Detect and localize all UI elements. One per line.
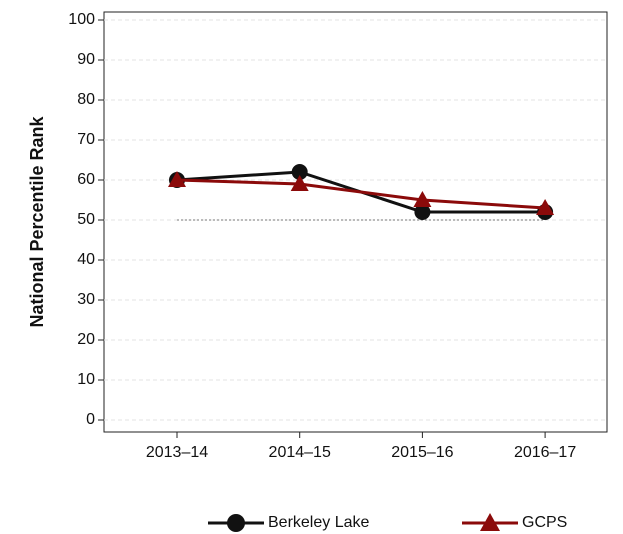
point [168,171,186,187]
grid [104,19,607,421]
x-tick-label: 2013–14 [146,444,208,461]
y-tick-label: 70 [77,131,95,148]
y-tick-label: 0 [86,411,95,428]
legend-marker [227,514,245,532]
plot-frame [103,11,608,433]
point [414,204,431,220]
legend-marker [480,513,500,531]
x-tick-label: 2016–17 [514,444,576,461]
y-axis-label: National Percentile Rank [27,115,47,327]
y-tick-label: 20 [77,331,95,348]
y-tick-label: 60 [77,171,95,188]
x-tick-label: 2014–15 [269,444,331,461]
y-tick-label: 50 [77,211,95,228]
y-tick-label: 80 [77,91,95,108]
y-tick-label: 10 [77,371,95,388]
y-tick-label: 90 [77,51,95,68]
legend-label: GCPS [522,514,567,531]
point [413,191,432,207]
x-tick-label: 2015–16 [391,444,453,461]
legend-label: Berkeley Lake [268,514,369,531]
y-tick-label: 30 [77,291,95,308]
point [536,199,555,215]
series-line [176,178,546,210]
y-tick-label: 100 [68,11,95,28]
point [291,164,308,180]
y-tick-label: 40 [77,251,95,268]
point [290,175,309,191]
